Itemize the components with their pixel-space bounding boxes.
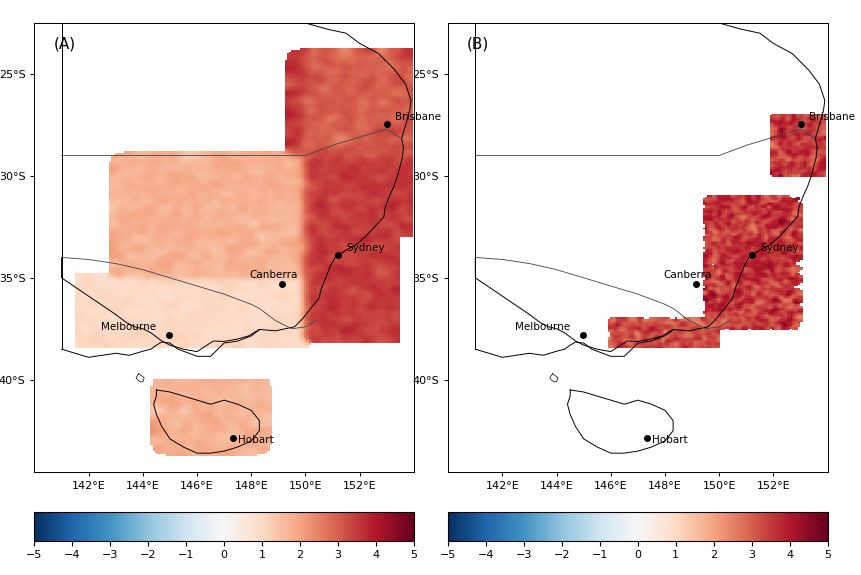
Text: Sydney: Sydney <box>346 243 384 253</box>
Text: Melbourne: Melbourne <box>514 322 569 332</box>
Text: Brisbane: Brisbane <box>808 112 854 122</box>
Text: Brisbane: Brisbane <box>395 112 441 122</box>
Text: Sydney: Sydney <box>759 243 797 253</box>
Text: (B): (B) <box>467 36 489 51</box>
Text: Hobart: Hobart <box>238 435 274 444</box>
Text: (A): (A) <box>53 36 76 51</box>
Text: Canberra: Canberra <box>249 270 297 281</box>
Text: Melbourne: Melbourne <box>101 322 156 332</box>
Text: Canberra: Canberra <box>662 270 710 281</box>
Text: Hobart: Hobart <box>652 435 687 444</box>
